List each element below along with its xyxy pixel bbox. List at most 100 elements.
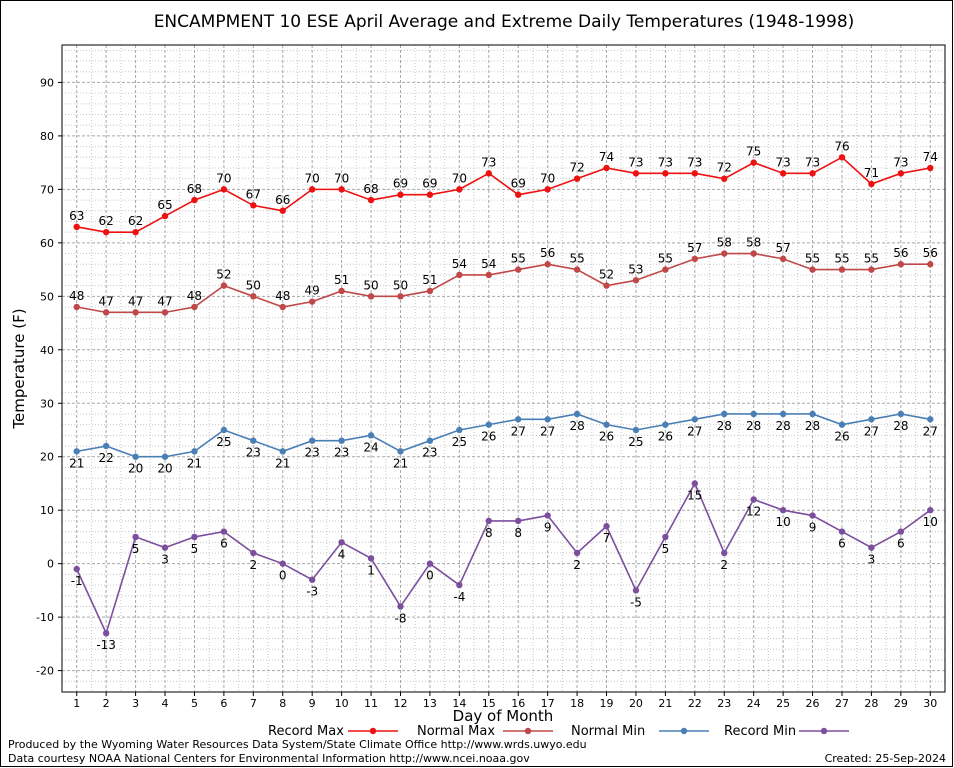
x-tick-label: 14 [452, 697, 466, 710]
data-point [426, 560, 434, 567]
data-label: -1 [71, 574, 83, 588]
data-point [897, 528, 905, 535]
data-point [632, 170, 640, 177]
data-point [250, 549, 257, 557]
y-tick-label: 10 [40, 504, 54, 517]
data-point [279, 448, 286, 455]
data-label: 68 [363, 182, 378, 196]
data-point [132, 453, 139, 460]
data-point [691, 480, 699, 487]
data-label: 26 [599, 430, 614, 444]
data-label: 21 [69, 456, 84, 470]
data-label: 72 [717, 161, 732, 175]
x-tick-label: 30 [923, 697, 937, 710]
data-label: 21 [187, 456, 202, 470]
series-line [76, 252, 931, 314]
data-label: 62 [99, 214, 114, 228]
data-label: 56 [893, 246, 908, 260]
data-point [603, 164, 610, 172]
data-label: 2 [573, 558, 581, 572]
data-point [279, 303, 286, 311]
data-point [73, 448, 80, 455]
data-label: 20 [157, 462, 172, 476]
data-label: 2 [720, 558, 728, 572]
data-point [662, 421, 669, 428]
data-label: 5 [191, 542, 199, 556]
data-label: 3 [868, 553, 876, 567]
data-point [338, 287, 345, 295]
data-point [544, 261, 551, 268]
data-point [838, 154, 846, 161]
legend-marker [680, 727, 688, 735]
data-label: 51 [334, 273, 349, 287]
data-point [102, 629, 110, 637]
x-tick-label: 28 [864, 697, 878, 710]
data-point [779, 410, 787, 418]
data-point [132, 309, 139, 316]
data-label: 2 [249, 558, 257, 572]
data-label: 24 [363, 440, 378, 454]
x-tick-label: 5 [191, 697, 198, 710]
data-point [868, 544, 875, 551]
data-label: 54 [481, 257, 496, 271]
data-label: 28 [893, 419, 908, 433]
data-point [750, 250, 757, 257]
data-label: 10 [775, 515, 790, 529]
data-label: 28 [569, 419, 584, 433]
data-point [220, 528, 228, 535]
data-point [573, 266, 581, 273]
data-label: 20 [128, 462, 143, 476]
x-tick-label: 17 [541, 697, 555, 710]
x-tick-label: 2 [103, 697, 110, 710]
data-point [721, 250, 728, 257]
data-point [485, 421, 492, 428]
x-tick-label: 15 [482, 697, 496, 710]
data-label: 48 [275, 289, 290, 303]
x-axis-label: Day of Month [453, 707, 554, 725]
data-label: 63 [69, 209, 84, 223]
data-point [750, 496, 757, 503]
data-label: 67 [246, 187, 261, 201]
data-label: 9 [544, 521, 552, 535]
data-point [220, 426, 228, 434]
data-label: 50 [363, 278, 378, 292]
data-label: 73 [481, 155, 496, 169]
series-line [76, 413, 931, 458]
data-point [632, 277, 640, 284]
data-label: 48 [69, 289, 84, 303]
data-label: 69 [393, 177, 408, 191]
x-tick-label: 25 [776, 697, 790, 710]
data-point [250, 202, 257, 209]
data-label: 73 [775, 155, 790, 169]
x-tick-label: 21 [658, 697, 672, 710]
data-label: 27 [687, 424, 702, 438]
data-label: 21 [393, 456, 408, 470]
data-label: 73 [805, 155, 820, 169]
data-point [279, 560, 286, 567]
legend-label: Record Max [268, 724, 344, 739]
data-label: 10 [923, 515, 938, 529]
data-label: 47 [128, 294, 143, 308]
data-label: 25 [452, 435, 467, 449]
data-point [662, 533, 669, 541]
data-point [515, 191, 522, 198]
y-tick-label: 0 [47, 558, 54, 571]
data-label: 48 [187, 289, 202, 303]
data-label: 9 [809, 521, 817, 535]
data-point [220, 186, 228, 193]
plot-area [61, 44, 946, 693]
data-point [662, 170, 669, 177]
data-label: 55 [864, 252, 879, 266]
data-point [367, 196, 375, 204]
y-tick-label: 70 [40, 183, 54, 196]
data-label: 5 [662, 542, 670, 556]
chart-title: ENCAMPMENT 10 ESE April Average and Extr… [154, 12, 855, 32]
data-label: 70 [334, 171, 349, 185]
credit-line-1: Produced by the Wyoming Water Resources … [8, 738, 587, 751]
data-point [191, 448, 198, 455]
data-point [279, 207, 286, 214]
data-point [220, 282, 228, 289]
data-label: 23 [246, 446, 261, 460]
x-tick-label: 22 [688, 697, 702, 710]
